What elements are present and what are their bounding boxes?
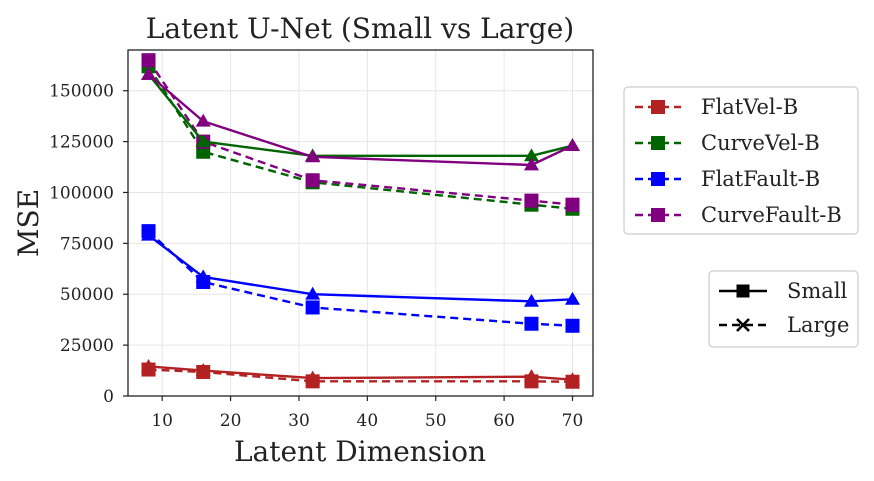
data-point-marker <box>523 157 539 171</box>
legend-item: CurveFault-B <box>635 203 842 227</box>
grid <box>128 50 593 397</box>
y-tick-label: 100000 <box>49 183 114 203</box>
data-point-marker <box>305 286 321 300</box>
data-point-marker <box>195 269 211 283</box>
data-point-marker <box>305 173 320 188</box>
legend-item: FlatVel-B <box>635 95 798 119</box>
x-tick-label: 70 <box>562 411 584 431</box>
data-point-marker <box>195 113 211 127</box>
data-point-marker <box>564 291 580 305</box>
data-point-marker <box>141 66 157 80</box>
y-tick-label: 150000 <box>49 82 114 102</box>
legend-label: FlatFault-B <box>701 167 820 191</box>
y-tick-label: 25000 <box>60 336 114 356</box>
legend-box <box>623 86 859 235</box>
legend-marker <box>651 172 665 186</box>
data-point-marker <box>565 318 580 333</box>
legend-label: FlatVel-B <box>701 95 798 119</box>
y-tick-label: 125000 <box>49 133 114 153</box>
y-tick-label: 75000 <box>60 234 114 254</box>
series-flatfault-b-small <box>141 227 580 307</box>
legend-item: FlatFault-B <box>635 167 820 191</box>
x-tick-label: 30 <box>288 411 310 431</box>
legend-item: Small <box>719 279 848 303</box>
series-flatvel-b-small <box>141 358 580 386</box>
series-layer <box>141 53 580 389</box>
data-point-marker <box>565 197 580 212</box>
legend-label: Small <box>787 279 848 303</box>
legend-item: CurveVel-B <box>635 131 820 155</box>
data-point-marker <box>523 293 539 307</box>
legend-label: Large <box>787 313 849 337</box>
data-point-marker <box>195 363 211 376</box>
data-point-marker <box>305 300 320 315</box>
x-tick-label: 20 <box>220 411 242 431</box>
legend-label: CurveVel-B <box>701 131 820 155</box>
y-axis-label: MSE <box>12 189 45 257</box>
data-point-marker <box>141 53 156 68</box>
legend-item: Large <box>719 313 849 337</box>
legend-sizes: Small Large <box>708 270 859 348</box>
legend-label: CurveFault-B <box>701 203 842 227</box>
x-axis-label: Latent Dimension <box>234 435 486 468</box>
data-point-marker <box>523 369 539 383</box>
ticks: 10 20 30 40 50 60 70 0 25000 50000 75000 100000 1250… <box>49 82 583 431</box>
legend-datasets: FlatVel-B CurveVel-B FlatFault-B CurveFault… <box>623 86 859 235</box>
series-curvefault-b-small <box>141 66 580 171</box>
plot-frame <box>127 49 594 397</box>
legend-marker <box>651 100 665 114</box>
data-point-marker <box>195 134 211 147</box>
x-tick-label: 10 <box>151 411 173 431</box>
y-tick-label: 0 <box>103 387 114 407</box>
data-point-marker <box>305 370 321 384</box>
data-point-marker <box>523 148 539 162</box>
x-tick-label: 60 <box>493 411 515 431</box>
series-line <box>148 368 573 383</box>
legend-marker <box>651 136 665 150</box>
data-point-marker <box>524 316 539 331</box>
data-point-marker <box>305 149 321 163</box>
legend-marker <box>651 208 665 222</box>
chart-title: Latent U-Net (Small vs Large) <box>146 12 574 45</box>
legend-marker <box>736 284 750 298</box>
data-point-marker <box>141 227 157 241</box>
data-point-marker <box>564 372 580 386</box>
data-point-marker <box>141 358 157 372</box>
y-tick-label: 50000 <box>60 285 114 305</box>
x-tick-label: 50 <box>425 411 447 431</box>
data-point-marker <box>564 138 580 152</box>
legend-marker <box>736 318 750 332</box>
x-tick-label: 40 <box>357 411 379 431</box>
data-point-marker <box>524 193 539 208</box>
